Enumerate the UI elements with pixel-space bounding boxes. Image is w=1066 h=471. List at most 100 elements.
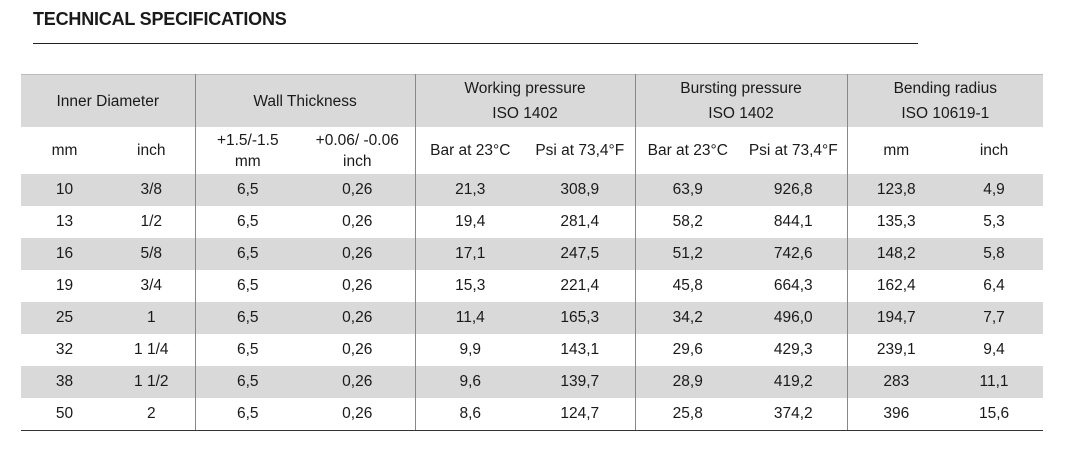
- table-row: 38 1 1/2 6,5 0,26 9,6 139,7 28,9 419,2 283 11,1: [21, 366, 1044, 398]
- header-working-pressure: Working pressure ISO 1402: [414, 74, 636, 127]
- unit-wt-mm-label: mm: [234, 152, 261, 170]
- cell-id-inch: 1: [108, 302, 196, 334]
- cell-wp-bar: 17,1: [414, 238, 526, 270]
- header-bursting-pressure-standard: ISO 1402: [708, 105, 774, 122]
- header-bending-radius-standard: ISO 10619-1: [901, 105, 990, 122]
- cell-br-inch: 4,9: [945, 174, 1044, 206]
- table-row: 25 1 6,5 0,26 11,4 165,3 34,2 496,0 194,7 7,7: [21, 302, 1044, 334]
- cell-wt-mm: 6,5: [194, 302, 301, 334]
- cell-id-mm: 19: [55, 277, 74, 294]
- cell-wt-mm: 6,5: [194, 238, 301, 270]
- cell-bp-psi: 742,6: [740, 238, 848, 270]
- table-row: 16 5/8 6,5 0,26 17,1 247,5 51,2 742,6 148,2 5,8: [21, 238, 1044, 270]
- cell-br-mm: 396: [846, 398, 946, 431]
- cell-wt-mm: 6,5: [194, 206, 301, 238]
- cell-bp-psi: 496,0: [740, 302, 848, 334]
- cell-bp-bar: 51,2: [634, 238, 741, 270]
- cell-id-inch: 3/4: [140, 277, 163, 294]
- cell-wp-bar: 9,6: [414, 366, 526, 398]
- header-bursting-pressure-label: Bursting pressure: [680, 80, 802, 97]
- cell-id-mm: 10: [21, 174, 108, 206]
- cell-id-mm: 50: [21, 398, 108, 431]
- table-row: 50 2 6,5 0,26 8,6 124,7 25,8 374,2 396 15,6: [21, 398, 1044, 431]
- cell-wp-bar: 9,9: [414, 334, 526, 366]
- cell-id-mm: 25: [21, 302, 108, 334]
- header-bursting-pressure: Bursting pressure ISO 1402: [634, 74, 848, 127]
- unit-wp-bar: Bar at 23°C: [414, 127, 526, 174]
- unit-wt-inch-label: inch: [343, 152, 372, 170]
- cell-br-inch: 15,6: [945, 398, 1044, 431]
- table-row: 13 1/2 6,5 0,26 19,4 281,4 58,2 844,1 135,3 5,3: [21, 206, 1043, 238]
- cell-id-inch: 3/8: [108, 174, 196, 206]
- cell-id-mm: 13: [55, 213, 74, 230]
- unit-br-mm: mm: [846, 127, 946, 174]
- header-working-pressure-standard: ISO 1402: [492, 105, 558, 122]
- cell-id-mm: 38: [21, 366, 108, 398]
- table-row: 19 3/4 6,5 0,26 15,3 221,4 45,8 664,3 162,4 6,4: [21, 270, 1043, 302]
- cell-br-mm: 239,1: [846, 334, 946, 366]
- cell-id-inch: 5/8: [108, 238, 196, 270]
- cell-br-inch: 9,4: [983, 341, 1005, 358]
- cell-bp-bar: 34,2: [634, 302, 741, 334]
- cell-bp-bar: 28,9: [634, 366, 741, 398]
- cell-br-inch: 11,1: [945, 366, 1044, 398]
- cell-br-mm: 123,8: [846, 174, 946, 206]
- cell-br-mm: 283: [846, 366, 946, 398]
- cell-wp-bar: 19,4: [414, 206, 526, 238]
- title-divider: [33, 43, 918, 44]
- cell-br-inch: 7,7: [945, 302, 1044, 334]
- cell-bp-bar: 58,2: [634, 206, 741, 238]
- cell-bp-psi: 926,8: [740, 174, 848, 206]
- cell-id-mm: 32: [55, 341, 74, 358]
- cell-br-mm: 162,4: [846, 270, 946, 302]
- cell-br-inch: 5,3: [983, 213, 1005, 230]
- cell-id-inch: 1 1/4: [134, 341, 169, 358]
- units-header-row: mm inch +1.5/-1.5 mm +0.06/ -0.06 inch B…: [21, 127, 1043, 174]
- cell-wp-bar: 11,4: [414, 302, 526, 334]
- unit-wt-mm-tolerance: +1.5/-1.5: [216, 131, 279, 149]
- table-row: 32 1 1/4 6,5 0,26 9,9 143,1 29,6 429,3 239,1 9,4: [21, 334, 1043, 366]
- cell-wp-bar: 21,3: [414, 174, 526, 206]
- cell-br-mm: 148,2: [846, 238, 946, 270]
- cell-wt-inch: 0,26: [300, 366, 416, 398]
- cell-br-inch: 6,4: [983, 277, 1005, 294]
- unit-wp-psi: Psi at 73,4°F: [535, 142, 625, 159]
- cell-wp-psi: 281,4: [560, 213, 600, 230]
- cell-wt-mm: 6,5: [194, 366, 301, 398]
- cell-wp-psi: 247,5: [525, 238, 636, 270]
- specifications-table: Inner Diameter Wall Thickness Working pr…: [21, 74, 1044, 431]
- cell-id-inch: 2: [108, 398, 196, 431]
- cell-id-mm: 16: [21, 238, 108, 270]
- unit-wt-inch-tolerance: +0.06/ -0.06: [315, 131, 399, 149]
- cell-wt-inch: 0,26: [300, 238, 416, 270]
- unit-wt-inch: +0.06/ -0.06 inch: [300, 127, 415, 174]
- cell-bp-psi: 664,3: [773, 277, 813, 294]
- table-body: 10 3/8 6,5 0,26 21,3 308,9 63,9 926,8 123,8 4,9 13…: [21, 174, 1044, 431]
- cell-bp-bar: 63,9: [634, 174, 741, 206]
- cell-wt-mm: 6,5: [194, 398, 301, 431]
- cell-wp-psi: 143,1: [560, 341, 600, 358]
- cell-wt-inch: 0,26: [342, 341, 373, 358]
- unit-id-inch: inch: [137, 142, 166, 159]
- cell-wp-psi: 124,7: [525, 398, 636, 431]
- cell-id-inch: 1/2: [140, 213, 163, 230]
- table-row: 10 3/8 6,5 0,26 21,3 308,9 63,9 926,8 123,8 4,9: [21, 174, 1044, 206]
- header-bending-radius-label: Bending radius: [893, 80, 997, 97]
- cell-wp-psi: 139,7: [525, 366, 636, 398]
- cell-bp-psi: 844,1: [773, 213, 813, 230]
- cell-br-inch: 5,8: [945, 238, 1044, 270]
- cell-bp-psi: 419,2: [740, 366, 848, 398]
- cell-wt-inch: 0,26: [342, 277, 373, 294]
- unit-bp-psi: Psi at 73,4°F: [748, 142, 838, 159]
- cell-wt-inch: 0,26: [342, 213, 373, 230]
- page-title: TECHNICAL SPECIFICATIONS: [33, 9, 287, 29]
- unit-bp-bar: Bar at 23°C: [634, 127, 741, 174]
- cell-br-mm: 135,3: [846, 206, 946, 238]
- unit-br-inch: inch: [979, 142, 1009, 159]
- cell-wp-psi: 308,9: [525, 174, 636, 206]
- unit-wt-mm: +1.5/-1.5 mm: [194, 127, 301, 174]
- cell-wt-mm: 6,5: [194, 174, 301, 206]
- cell-wt-inch: 0,26: [300, 302, 416, 334]
- cell-bp-bar: 29,6: [634, 334, 741, 366]
- cell-wt-inch: 0,26: [300, 398, 416, 431]
